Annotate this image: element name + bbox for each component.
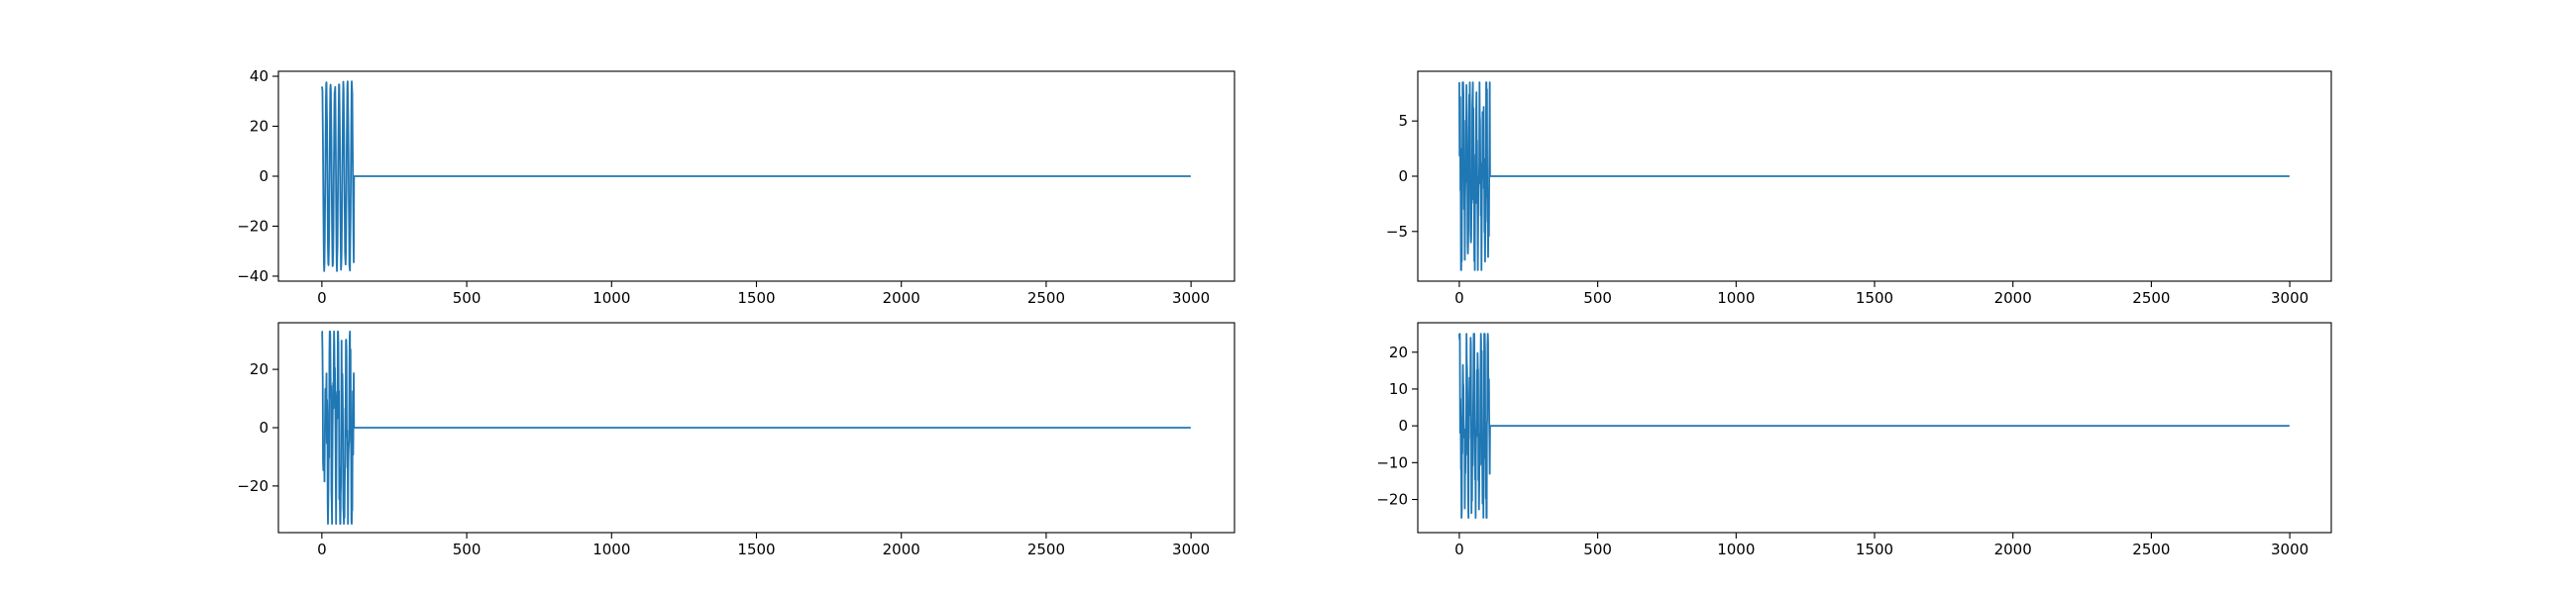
x-tick-label: 1500 (1856, 289, 1893, 307)
x-tick-label: 1000 (592, 289, 630, 307)
x-tick-label: 1500 (737, 541, 775, 558)
y-tick-label: 0 (259, 419, 268, 437)
y-tick-label: 0 (1398, 417, 1408, 435)
x-tick-label: 3000 (2271, 541, 2308, 558)
subplot-1: 0 500 1000 1500 2000 2500 3000 −40 −20 0 20 40 (237, 67, 1235, 307)
x-tick-label: 1500 (1856, 541, 1893, 558)
subplot-4: 0 500 1000 1500 2000 2500 3000 −20 −10 0 10 20 (1376, 322, 2332, 558)
y-tick-label: 20 (250, 360, 268, 378)
y-tick-label: −40 (237, 267, 268, 285)
x-tick-label: 1000 (1717, 541, 1755, 558)
subplot-3: 0 500 1000 1500 2000 2500 3000 −20 0 20 (237, 322, 1235, 558)
x-tick-label: 2500 (1027, 541, 1065, 558)
y-tick-label: 20 (1389, 344, 1408, 361)
x-tick-label: 1000 (592, 541, 630, 558)
y-tick-label: 0 (259, 167, 268, 185)
x-tick-label: 0 (1454, 541, 1464, 558)
series-line-2-1 (1458, 81, 2291, 271)
x-tick-label: 3000 (2271, 289, 2308, 307)
y-tick-label: −20 (237, 477, 268, 495)
y-tick-label: 5 (1398, 112, 1408, 130)
x-tick-label: 2500 (2132, 289, 2170, 307)
x-tick-label: 500 (453, 289, 482, 307)
y-tick-label: 0 (1398, 167, 1408, 185)
x-tick-label: 500 (1583, 289, 1612, 307)
x-tick-label: 2000 (883, 289, 920, 307)
series-line-1-1 (320, 80, 1192, 272)
x-tick-label: 500 (453, 541, 482, 558)
y-tick-label: 10 (1389, 380, 1408, 398)
x-tick-label: 3000 (1172, 541, 1210, 558)
series-line-3-1 (321, 330, 1192, 526)
x-tick-label: 2000 (1994, 541, 2032, 558)
x-tick-label: 1000 (1717, 289, 1755, 307)
y-tick-label: −20 (1376, 491, 1408, 509)
x-tick-label: 2500 (1027, 289, 1065, 307)
x-tick-label: 0 (317, 541, 327, 558)
y-tick-label: −20 (237, 217, 268, 235)
x-tick-label: 500 (1583, 541, 1612, 558)
y-tick-label: −5 (1386, 223, 1408, 241)
x-tick-label: 1500 (737, 289, 775, 307)
y-tick-label: 40 (250, 67, 268, 85)
subplot-2: 0 500 1000 1500 2000 2500 3000 −5 0 5 (1386, 70, 2332, 307)
x-tick-label: 3000 (1172, 289, 1210, 307)
x-tick-label: 2000 (883, 541, 920, 558)
x-tick-label: 0 (1454, 289, 1464, 307)
x-tick-label: 0 (317, 289, 327, 307)
series-line-4-1 (1458, 333, 2291, 520)
x-tick-label: 2000 (1994, 289, 2032, 307)
y-tick-label: 20 (250, 118, 268, 136)
axes-frame (1417, 322, 2332, 534)
x-tick-label: 2500 (2132, 541, 2170, 558)
y-tick-label: −10 (1376, 453, 1408, 471)
